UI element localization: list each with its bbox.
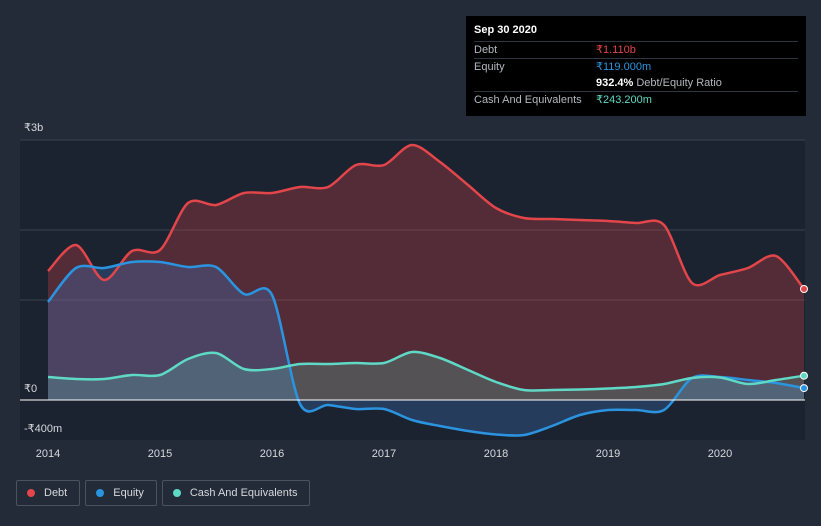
legend-equity-label: Equity	[113, 487, 144, 499]
series-end-markers	[800, 285, 808, 393]
y-tick-label: ₹3b	[24, 122, 43, 134]
plot-background	[20, 140, 805, 440]
tooltip-row-ratio: 932.4% Debt/Equity Ratio	[474, 75, 798, 91]
tooltip-debt-value: ₹1.110b	[596, 44, 636, 56]
grid-lines	[20, 139, 805, 440]
x-tick-label: 2014	[36, 448, 60, 460]
tooltip-ratio-spacer	[474, 75, 596, 91]
legend-item-debt[interactable]: Debt	[16, 480, 81, 506]
series-lines	[20, 143, 805, 437]
tooltip-equity-value: ₹119.000m	[596, 61, 652, 73]
y-axis-labels: ₹3b ₹0 -₹400m	[24, 122, 62, 435]
area-cash	[48, 351, 804, 400]
legend-debt-label: Debt	[44, 487, 68, 499]
tooltip-row-debt: Debt ₹1.110b	[474, 41, 798, 58]
x-tick-label: 2017	[372, 448, 396, 460]
line-equity	[47, 260, 805, 437]
tooltip-date: Sep 30 2020	[474, 24, 537, 36]
cash-dot-icon	[172, 489, 181, 497]
tooltip-ratio-label: Debt/Equity Ratio	[636, 77, 722, 89]
line-debt	[47, 143, 805, 290]
y-tick-label: -₹400m	[24, 423, 62, 435]
tooltip-ratio-value: 932.4%	[596, 77, 634, 89]
area-equity	[48, 261, 804, 436]
legend-item-equity[interactable]: Equity	[85, 480, 157, 506]
tooltip-cash-label: Cash And Equivalents	[474, 94, 582, 106]
x-tick-label: 2019	[596, 448, 620, 460]
x-tick-label: 2018	[484, 448, 508, 460]
x-tick-label: 2016	[260, 448, 284, 460]
chart-legend: Debt Equity Cash And Equivalents	[16, 480, 315, 506]
line-cash	[47, 350, 805, 392]
x-tick-label: 2020	[708, 448, 732, 460]
series-areas	[48, 144, 804, 436]
debt-dot-icon	[27, 489, 35, 497]
equity-dot-icon	[96, 489, 105, 497]
tooltip-equity-label: Equity	[474, 61, 505, 73]
legend-item-cash[interactable]: Cash And Equivalents	[161, 480, 311, 506]
end-marker-equity	[800, 384, 808, 393]
tooltip-debt-label: Debt	[474, 44, 498, 56]
x-tick-label: 2015	[148, 448, 172, 460]
tooltip-row-equity: Equity ₹119.000m	[474, 58, 798, 75]
tooltip-cash-value: ₹243.200m	[596, 94, 652, 106]
end-marker-debt	[800, 285, 808, 293]
tooltip-panel: Sep 30 2020 Debt ₹1.110b Equity ₹119.000…	[466, 16, 806, 116]
x-axis-labels: 2014 2015 2016 2017 2018 2019 2020	[36, 448, 732, 460]
area-debt	[48, 144, 804, 400]
legend-cash-label: Cash And Equivalents	[189, 487, 298, 499]
y-tick-label: ₹0	[24, 383, 37, 395]
tooltip-row-cash: Cash And Equivalents ₹243.200m	[474, 91, 798, 108]
end-marker-cash	[800, 371, 808, 380]
